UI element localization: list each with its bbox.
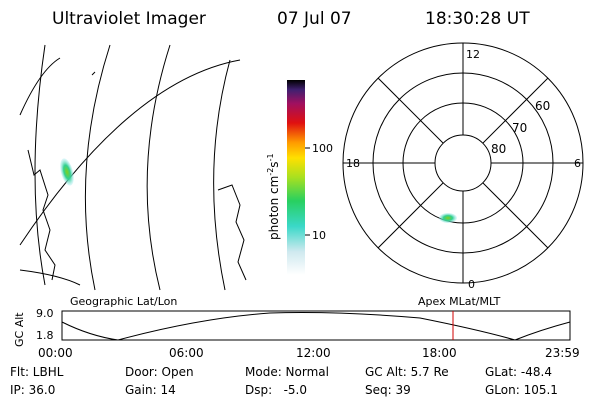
info-field: Dsp: -5.0 (245, 383, 307, 397)
aurora-spot (60, 158, 74, 186)
axis-label: GC Alt (13, 312, 26, 347)
label-text: s (267, 161, 281, 167)
panel-label: Apex MLat/MLT (418, 295, 501, 308)
info-field: Flt: LBHL (10, 365, 64, 379)
info-field: GLat: -48.4 (485, 365, 552, 379)
geographic-map (19, 44, 247, 291)
x-tick-label: 00:00 (38, 346, 73, 360)
colorbar-tick: 10 (312, 229, 326, 242)
mlt-label: 12 (466, 48, 480, 61)
polar-plot (342, 42, 584, 284)
altitude-curve (61, 312, 571, 341)
mlt-label: 18 (346, 157, 360, 170)
info-field: Mode: Normal (245, 365, 329, 379)
mlat-label: 70 (512, 121, 527, 135)
info-field: GLon: 105.1 (485, 383, 558, 397)
mlt-label: 0 (468, 278, 475, 291)
y-tick-label: 1.8 (36, 329, 54, 342)
info-field: Seq: 39 (365, 383, 411, 397)
y-tick-label: 9.0 (36, 307, 54, 320)
altitude-frame (61, 310, 571, 341)
time: 18:30:28 UT (425, 9, 530, 29)
label-sup: -1 (266, 153, 275, 161)
info-panel: Flt: LBHL Door: Open Mode: Normal GC Alt: 5… (10, 365, 558, 397)
colorbar (287, 80, 305, 275)
mlt-label: 6 (574, 157, 581, 170)
mlat-label: 60 (535, 99, 550, 113)
label-sup: -2 (266, 168, 275, 176)
info-field: Gain: 14 (125, 383, 176, 397)
colorbar-tick: 100 (312, 142, 333, 155)
x-tick-label: 18:00 (422, 346, 457, 360)
label-text: photon cm (267, 176, 281, 240)
x-tick-label: 12:00 (296, 346, 331, 360)
info-field: GC Alt: 5.7 Re (365, 365, 449, 379)
x-tick-label: 06:00 (169, 346, 204, 360)
mlat-label: 80 (491, 142, 506, 156)
title: Ultraviolet Imager (52, 9, 206, 29)
aurora-spot (439, 213, 457, 223)
colorbar-label: photon cm-2s-1 (266, 153, 281, 240)
x-tick-label: 23:59 (545, 346, 580, 360)
panel-label: Geographic Lat/Lon (70, 295, 177, 308)
info-field: Door: Open (125, 365, 194, 379)
date: 07 Jul 07 (277, 9, 352, 29)
info-field: IP: 36.0 (10, 383, 55, 397)
